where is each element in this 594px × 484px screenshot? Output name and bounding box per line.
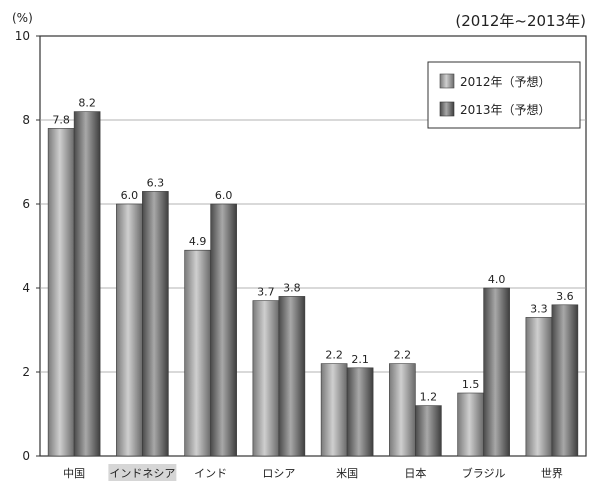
data-label: 4.9 [189, 235, 207, 248]
bar-2012 [252, 300, 280, 457]
y-tick-label: 6 [22, 197, 30, 211]
x-label-highlight [108, 464, 177, 481]
bar-2012 [184, 249, 211, 457]
x-tick-label: 中国 [63, 467, 85, 480]
bar-2012 [389, 363, 416, 457]
data-label: 3.3 [530, 302, 548, 315]
data-label: 6.0 [121, 189, 139, 202]
bar-2013 [278, 296, 306, 457]
x-tick-label: インド [194, 467, 227, 480]
legend: 2012年（予想） 2013年（予想） [427, 61, 581, 129]
bar-2013 [551, 304, 579, 457]
data-labels: 7.8 8.2 6.0 6.3 4.9 6.0 3.7 3.8 2.2 2.1 2.2 1.2 1.5 4… [52, 97, 573, 404]
x-tick-label: インドネシア [109, 467, 175, 480]
y-tick-label: 0 [22, 449, 30, 463]
data-label: 8.2 [78, 97, 96, 110]
legend-swatch-2012 [439, 73, 455, 89]
data-label: 7.8 [52, 113, 70, 126]
y-tick-label: 2 [22, 365, 30, 379]
x-tick-label: 米国 [336, 467, 358, 480]
bar-2012 [47, 128, 75, 457]
y-tick-label: 10 [15, 29, 30, 43]
legend-label-2013: 2013年（予想） [460, 102, 551, 117]
data-label: 2.1 [351, 353, 369, 366]
bar-2012 [457, 392, 484, 457]
y-tick-label: 8 [22, 113, 30, 127]
data-label: 4.0 [488, 273, 506, 286]
bar-2013 [210, 203, 237, 457]
data-label: 2.2 [325, 349, 343, 362]
bar-2012 [525, 317, 553, 457]
y-tick-label: 4 [22, 281, 30, 295]
data-label: 6.3 [147, 176, 165, 189]
data-label: 2.2 [394, 349, 412, 362]
chart-subtitle: (2012年~2013年) [455, 12, 586, 30]
bar-2012 [320, 363, 348, 457]
x-tick-label: 日本 [404, 466, 426, 480]
data-label: 1.5 [462, 378, 480, 391]
legend-box [427, 61, 581, 129]
bar-2013 [142, 191, 169, 457]
x-tick-label: ブラジル [462, 466, 506, 480]
bar-2013 [483, 287, 510, 457]
bar-2013 [346, 367, 374, 457]
x-tick-label: 世界 [541, 467, 563, 480]
bars [47, 111, 579, 457]
x-axis-labels: 中国 インドネシア インド ロシア 米国 日本 ブラジル 世界 [63, 464, 563, 481]
bar-2013 [73, 111, 101, 457]
legend-swatch-2013 [439, 101, 455, 117]
legend-label-2012: 2012年（予想） [460, 74, 551, 89]
data-label: 1.2 [420, 391, 438, 404]
x-tick-label: ロシア [262, 467, 295, 480]
data-label: 6.0 [215, 189, 233, 202]
unit-label: (%) [12, 11, 33, 25]
y-axis-ticks: 0 2 4 6 8 10 [15, 29, 40, 463]
data-label: 3.6 [556, 290, 574, 303]
data-label: 3.7 [257, 286, 275, 299]
data-label: 3.8 [283, 281, 301, 294]
bar-2013 [415, 405, 442, 457]
bar-2012 [116, 203, 143, 457]
